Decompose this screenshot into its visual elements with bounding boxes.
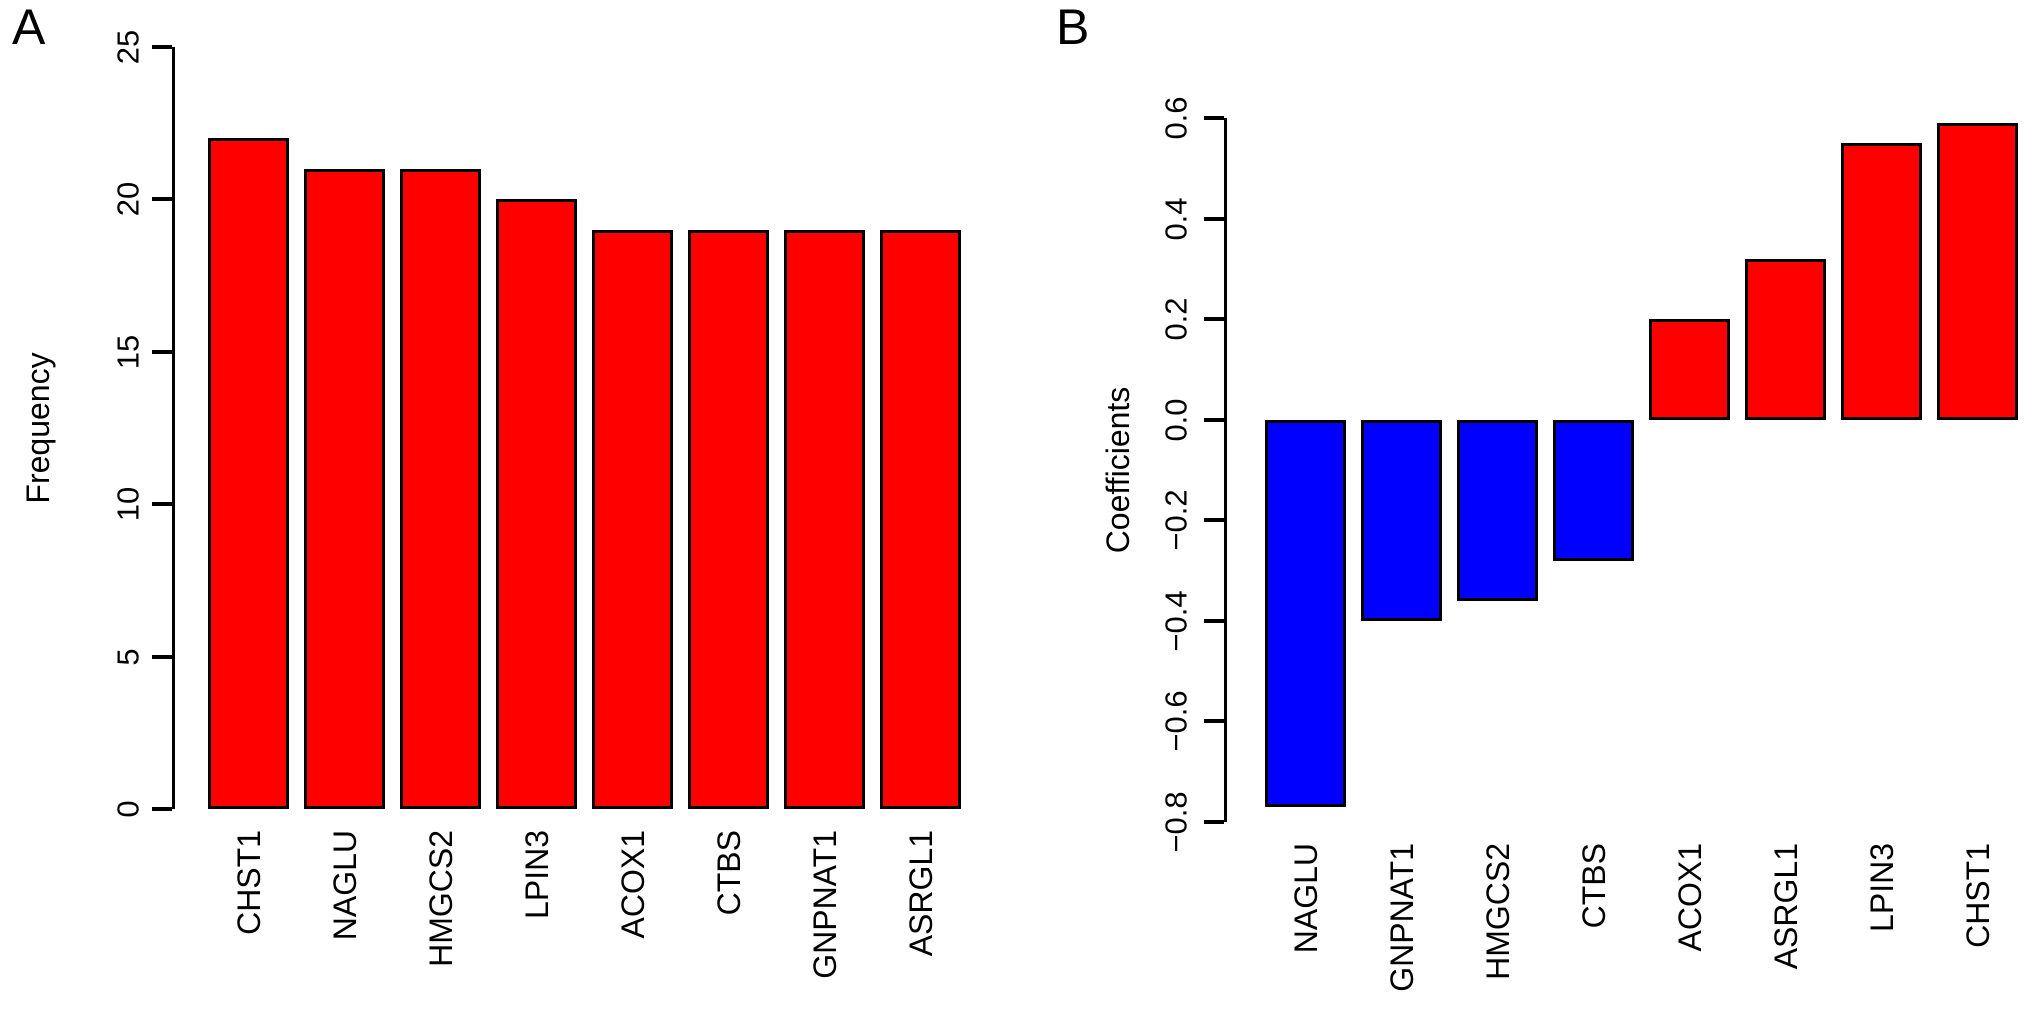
y-tick-label-−0.2: −0.2 <box>1158 489 1194 551</box>
y-axis-tick <box>152 654 172 659</box>
y-axis-tick <box>1204 820 1224 824</box>
y-axis-tick <box>1204 518 1224 523</box>
category-label-ASRGL1: ASRGL1 <box>902 830 939 957</box>
y-axis-label-frequency: Frequency <box>20 352 56 504</box>
bar-HMGCS2 <box>400 169 481 809</box>
y-tick-label-0.6: 0.6 <box>1158 96 1194 140</box>
bar-ASRGL1 <box>880 230 961 809</box>
y-axis-line <box>1224 118 1227 822</box>
category-label-ASRGL1: ASRGL1 <box>1767 843 1804 970</box>
y-tick-label-−0.8: −0.8 <box>1158 791 1194 853</box>
bar-CTBS <box>1553 420 1634 561</box>
bar-NAGLU <box>304 169 385 809</box>
bar-GNPNAT1 <box>1361 420 1442 621</box>
panel-b-label: B <box>1056 0 1090 55</box>
bar-HMGCS2 <box>1457 420 1538 601</box>
y-tick-label-0: 0 <box>110 800 146 818</box>
y-axis-tick <box>1204 116 1224 120</box>
bar-ASRGL1 <box>1745 259 1826 420</box>
category-label-CHST1: CHST1 <box>1959 843 1996 948</box>
y-tick-label-0.2: 0.2 <box>1158 297 1194 341</box>
panel-a-label: A <box>12 0 46 55</box>
y-tick-label-0.4: 0.4 <box>1158 197 1194 241</box>
y-tick-label-25: 25 <box>110 29 146 65</box>
y-axis-tick <box>152 349 172 354</box>
y-axis-tick <box>152 45 172 49</box>
bar-GNPNAT1 <box>784 230 865 809</box>
y-axis-tick <box>152 807 172 811</box>
y-tick-label-20: 20 <box>110 182 146 217</box>
y-tick-label-15: 15 <box>110 334 146 370</box>
category-label-GNPNAT1: GNPNAT1 <box>806 830 843 979</box>
bar-CHST1 <box>208 138 289 809</box>
y-tick-label-−0.4: −0.4 <box>1158 590 1194 652</box>
category-label-HMGCS2: HMGCS2 <box>422 830 459 967</box>
y-axis-tick <box>1204 216 1224 221</box>
y-axis-tick <box>1204 417 1224 422</box>
y-axis-tick <box>1204 719 1224 724</box>
bar-CTBS <box>688 230 769 809</box>
bar-ACOX1 <box>1649 319 1730 420</box>
y-axis-tick <box>152 197 172 202</box>
category-label-ACOX1: ACOX1 <box>1671 843 1708 952</box>
category-label-CTBS: CTBS <box>710 830 747 916</box>
category-label-HMGCS2: HMGCS2 <box>1479 843 1516 980</box>
bar-LPIN3 <box>1841 143 1922 420</box>
bar-ACOX1 <box>592 230 673 809</box>
y-tick-label-10: 10 <box>110 486 146 522</box>
category-label-ACOX1: ACOX1 <box>614 830 651 939</box>
y-tick-label-5: 5 <box>110 647 146 666</box>
y-axis-tick <box>152 502 172 507</box>
bar-LPIN3 <box>496 199 577 809</box>
category-label-CHST1: CHST1 <box>230 830 267 935</box>
category-label-NAGLU: NAGLU <box>326 830 363 941</box>
y-axis-line <box>172 47 175 809</box>
y-axis-tick <box>1204 317 1224 322</box>
y-axis-label-coefficients: Coefficients <box>1100 386 1136 554</box>
category-label-NAGLU: NAGLU <box>1287 843 1324 954</box>
bar-NAGLU <box>1265 420 1346 807</box>
category-label-LPIN3: LPIN3 <box>518 830 555 919</box>
y-axis-tick <box>1204 618 1224 623</box>
bar-CHST1 <box>1937 123 2018 420</box>
category-label-LPIN3: LPIN3 <box>1863 843 1900 932</box>
category-label-GNPNAT1: GNPNAT1 <box>1383 843 1420 992</box>
y-tick-label-−0.6: −0.6 <box>1158 690 1194 753</box>
category-label-CTBS: CTBS <box>1575 843 1612 929</box>
y-tick-label-0.0: 0.0 <box>1158 398 1194 442</box>
